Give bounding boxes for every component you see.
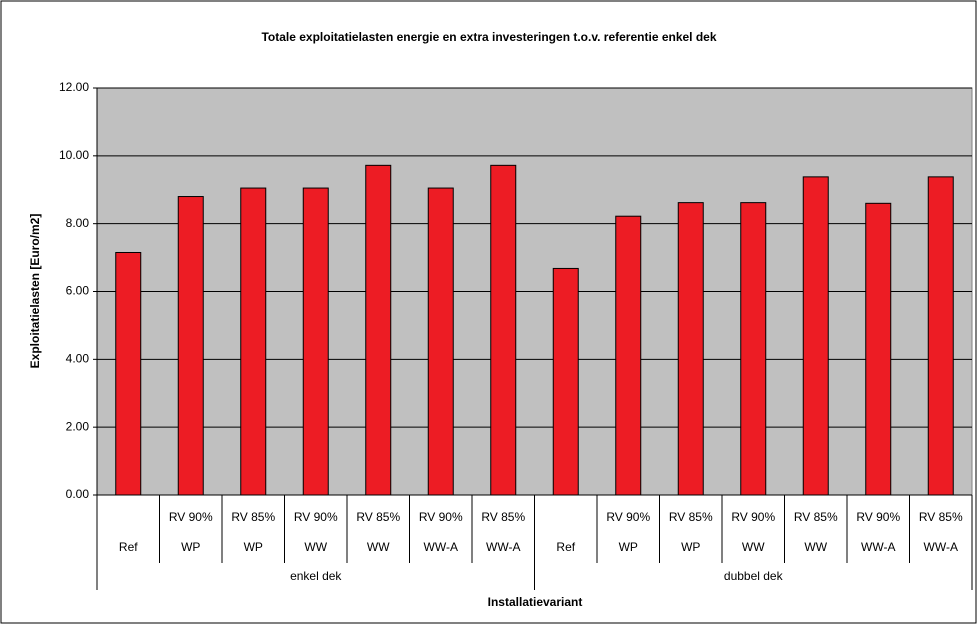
bar	[302, 187, 329, 496]
x-tick-label: WW-A	[486, 540, 520, 554]
x-tick-label: Ref	[119, 540, 138, 554]
x-subcategory-label: RV 90%	[856, 510, 900, 524]
x-tick-label: WW-A	[924, 540, 958, 554]
y-tick-label: 8.00	[66, 216, 90, 230]
x-tick-label: WP	[619, 540, 638, 554]
bar	[115, 251, 142, 496]
bar	[240, 187, 267, 496]
bar	[677, 202, 704, 496]
bar	[740, 202, 767, 496]
x-tick-label: WW	[304, 540, 327, 554]
y-tick-label: 2.00	[66, 419, 90, 433]
x-subcategory-label: RV 85%	[231, 510, 275, 524]
x-subcategory-label: RV 90%	[731, 510, 775, 524]
x-subcategory-label: RV 85%	[669, 510, 713, 524]
x-tick-label: Ref	[556, 540, 575, 554]
y-tick-label: 4.00	[66, 352, 90, 366]
x-tick-label: WW-A	[424, 540, 458, 554]
chart-title: Totale exploitatielasten energie en extr…	[261, 30, 716, 44]
x-tick-label: WW	[804, 540, 827, 554]
bar	[615, 215, 642, 496]
bar	[927, 176, 954, 496]
bar	[365, 164, 392, 496]
y-tick-label: 12.00	[59, 80, 89, 94]
bar	[427, 187, 454, 496]
bar	[865, 202, 892, 496]
y-tick-label: 10.00	[59, 148, 89, 162]
bar	[802, 176, 829, 496]
y-tick-label: 6.00	[66, 284, 90, 298]
x-tick-label: WP	[244, 540, 263, 554]
x-group-label: enkel dek	[290, 569, 342, 583]
x-axis-title: Installatievariant	[488, 595, 583, 609]
x-tick-label: WW	[742, 540, 765, 554]
x-tick-label: WP	[181, 540, 200, 554]
x-subcategory-label: RV 90%	[169, 510, 213, 524]
x-tick-label: WW-A	[861, 540, 895, 554]
bar	[177, 196, 204, 496]
x-group-label: dubbel dek	[724, 569, 784, 583]
x-tick-label: WP	[681, 540, 700, 554]
x-subcategory-label: RV 85%	[356, 510, 400, 524]
bar	[490, 164, 517, 496]
x-subcategory-label: RV 85%	[919, 510, 963, 524]
x-subcategory-label: RV 85%	[481, 510, 525, 524]
x-subcategory-label: RV 90%	[294, 510, 338, 524]
y-tick-label: 0.00	[66, 487, 90, 501]
bar	[552, 267, 579, 496]
x-subcategory-label: RV 90%	[419, 510, 463, 524]
x-subcategory-label: RV 85%	[794, 510, 838, 524]
x-tick-label: WW	[367, 540, 390, 554]
y-axis-title: Exploitatielasten [Euro/m2]	[28, 214, 42, 369]
x-subcategory-label: RV 90%	[606, 510, 650, 524]
